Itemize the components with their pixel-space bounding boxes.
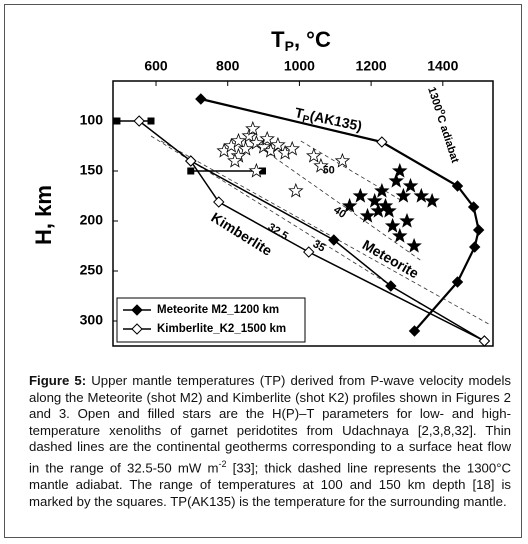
x-axis-label-part: , °C (294, 27, 331, 52)
series-marker (385, 280, 397, 292)
series-marker (303, 246, 315, 258)
star (413, 187, 430, 203)
series-marker (133, 115, 145, 127)
y-tick-label: 200 (80, 212, 104, 228)
legend-marker (131, 323, 143, 335)
star (227, 152, 243, 168)
y-tick-label: 300 (80, 312, 104, 328)
tp-ak135-marker (467, 201, 480, 213)
caption: Figure 5: Upper mantle temperatures (TP)… (29, 373, 511, 510)
series-marker (478, 335, 491, 347)
figure: TP, °C H, km 600 800 1000 1200 1400 100 150 200 25… (4, 4, 522, 538)
x-tick-label: 1200 (356, 58, 387, 74)
geotherm (300, 140, 401, 201)
y-tick-label: 250 (80, 262, 104, 278)
tp-ak135-marker (451, 276, 464, 288)
star (395, 187, 412, 203)
star (377, 197, 394, 213)
adiabat-label-part: o (438, 108, 448, 116)
tp-ak135-marker (195, 93, 207, 105)
star (288, 182, 304, 198)
geotherm-label: 35 (311, 238, 328, 254)
tp-ak135-label: TP(AK135) (293, 104, 364, 137)
series-marker (213, 196, 225, 208)
star (399, 212, 415, 228)
x-tick-label: 1000 (284, 58, 315, 74)
square-marker (187, 167, 195, 175)
tp-ak135-line (200, 97, 480, 332)
y-axis-label: H, km (31, 185, 56, 245)
star (388, 172, 404, 188)
x-tick-label: 1400 (427, 58, 458, 74)
star (284, 140, 300, 156)
geotherm-label: 40 (331, 204, 348, 221)
star (392, 162, 408, 178)
star (334, 152, 351, 168)
x-axis-label: TP, °C (271, 27, 331, 54)
tp-ak135-marker (451, 180, 464, 192)
y-tick-label: 100 (80, 112, 104, 128)
star (270, 136, 286, 152)
legend-label: Kimberlite_K2_1500 km (157, 323, 286, 335)
caption-label: Figure 5: (29, 373, 87, 388)
star (248, 162, 265, 178)
legend-label: Meteorite M2_1200 km (157, 304, 279, 316)
square-marker (113, 117, 121, 125)
plot-frame (112, 80, 494, 347)
star (241, 127, 257, 143)
x-tick-label: 800 (216, 58, 240, 74)
tp-ak135-marker (408, 325, 421, 337)
star (248, 134, 265, 150)
star (352, 187, 369, 203)
x-tick-label: 600 (144, 58, 168, 74)
star (374, 182, 390, 198)
legend-marker (131, 304, 143, 316)
series-line (190, 160, 485, 342)
star (341, 197, 358, 213)
tp-ak135-marker (376, 136, 388, 148)
tp-ak135-marker (469, 241, 481, 253)
star (245, 120, 261, 136)
x-axis-label-part: T (271, 27, 285, 52)
square-marker (258, 167, 266, 175)
square-marker (147, 117, 155, 125)
star (313, 157, 329, 173)
star (237, 140, 254, 156)
adiabat-label: 1300oC adiabat (425, 85, 464, 165)
x-axis-label-part: P (285, 38, 294, 54)
tp-ak135-label-part: (AK135) (309, 107, 364, 134)
star (392, 227, 408, 243)
annotation: Kimberlite (208, 209, 275, 259)
star (424, 192, 440, 208)
star (406, 237, 422, 253)
caption-text: [33]; thick dashed line represents the 1… (29, 460, 511, 509)
legend-box (116, 297, 306, 343)
tp-ak135-label-part: P (301, 113, 310, 125)
adiabat-label-part: 1300 (425, 86, 444, 113)
adiabat-label-part: C adiabat (434, 114, 461, 165)
y-tick-label: 150 (80, 162, 104, 178)
star (259, 130, 275, 146)
star (255, 138, 272, 154)
tp-ak135-marker (472, 224, 485, 236)
caption-text: Upper mantle temperatures (TP) derived f… (29, 373, 512, 476)
star (402, 177, 419, 193)
star (384, 217, 401, 233)
series-marker (185, 155, 197, 167)
star (306, 147, 322, 163)
star (366, 192, 383, 208)
caption-sup: -2 (218, 458, 227, 469)
tp-ak135-label-part: T (294, 104, 306, 122)
geotherm-label: 50 (323, 164, 335, 176)
star (230, 132, 247, 148)
star (359, 207, 376, 223)
series-marker (328, 234, 340, 246)
